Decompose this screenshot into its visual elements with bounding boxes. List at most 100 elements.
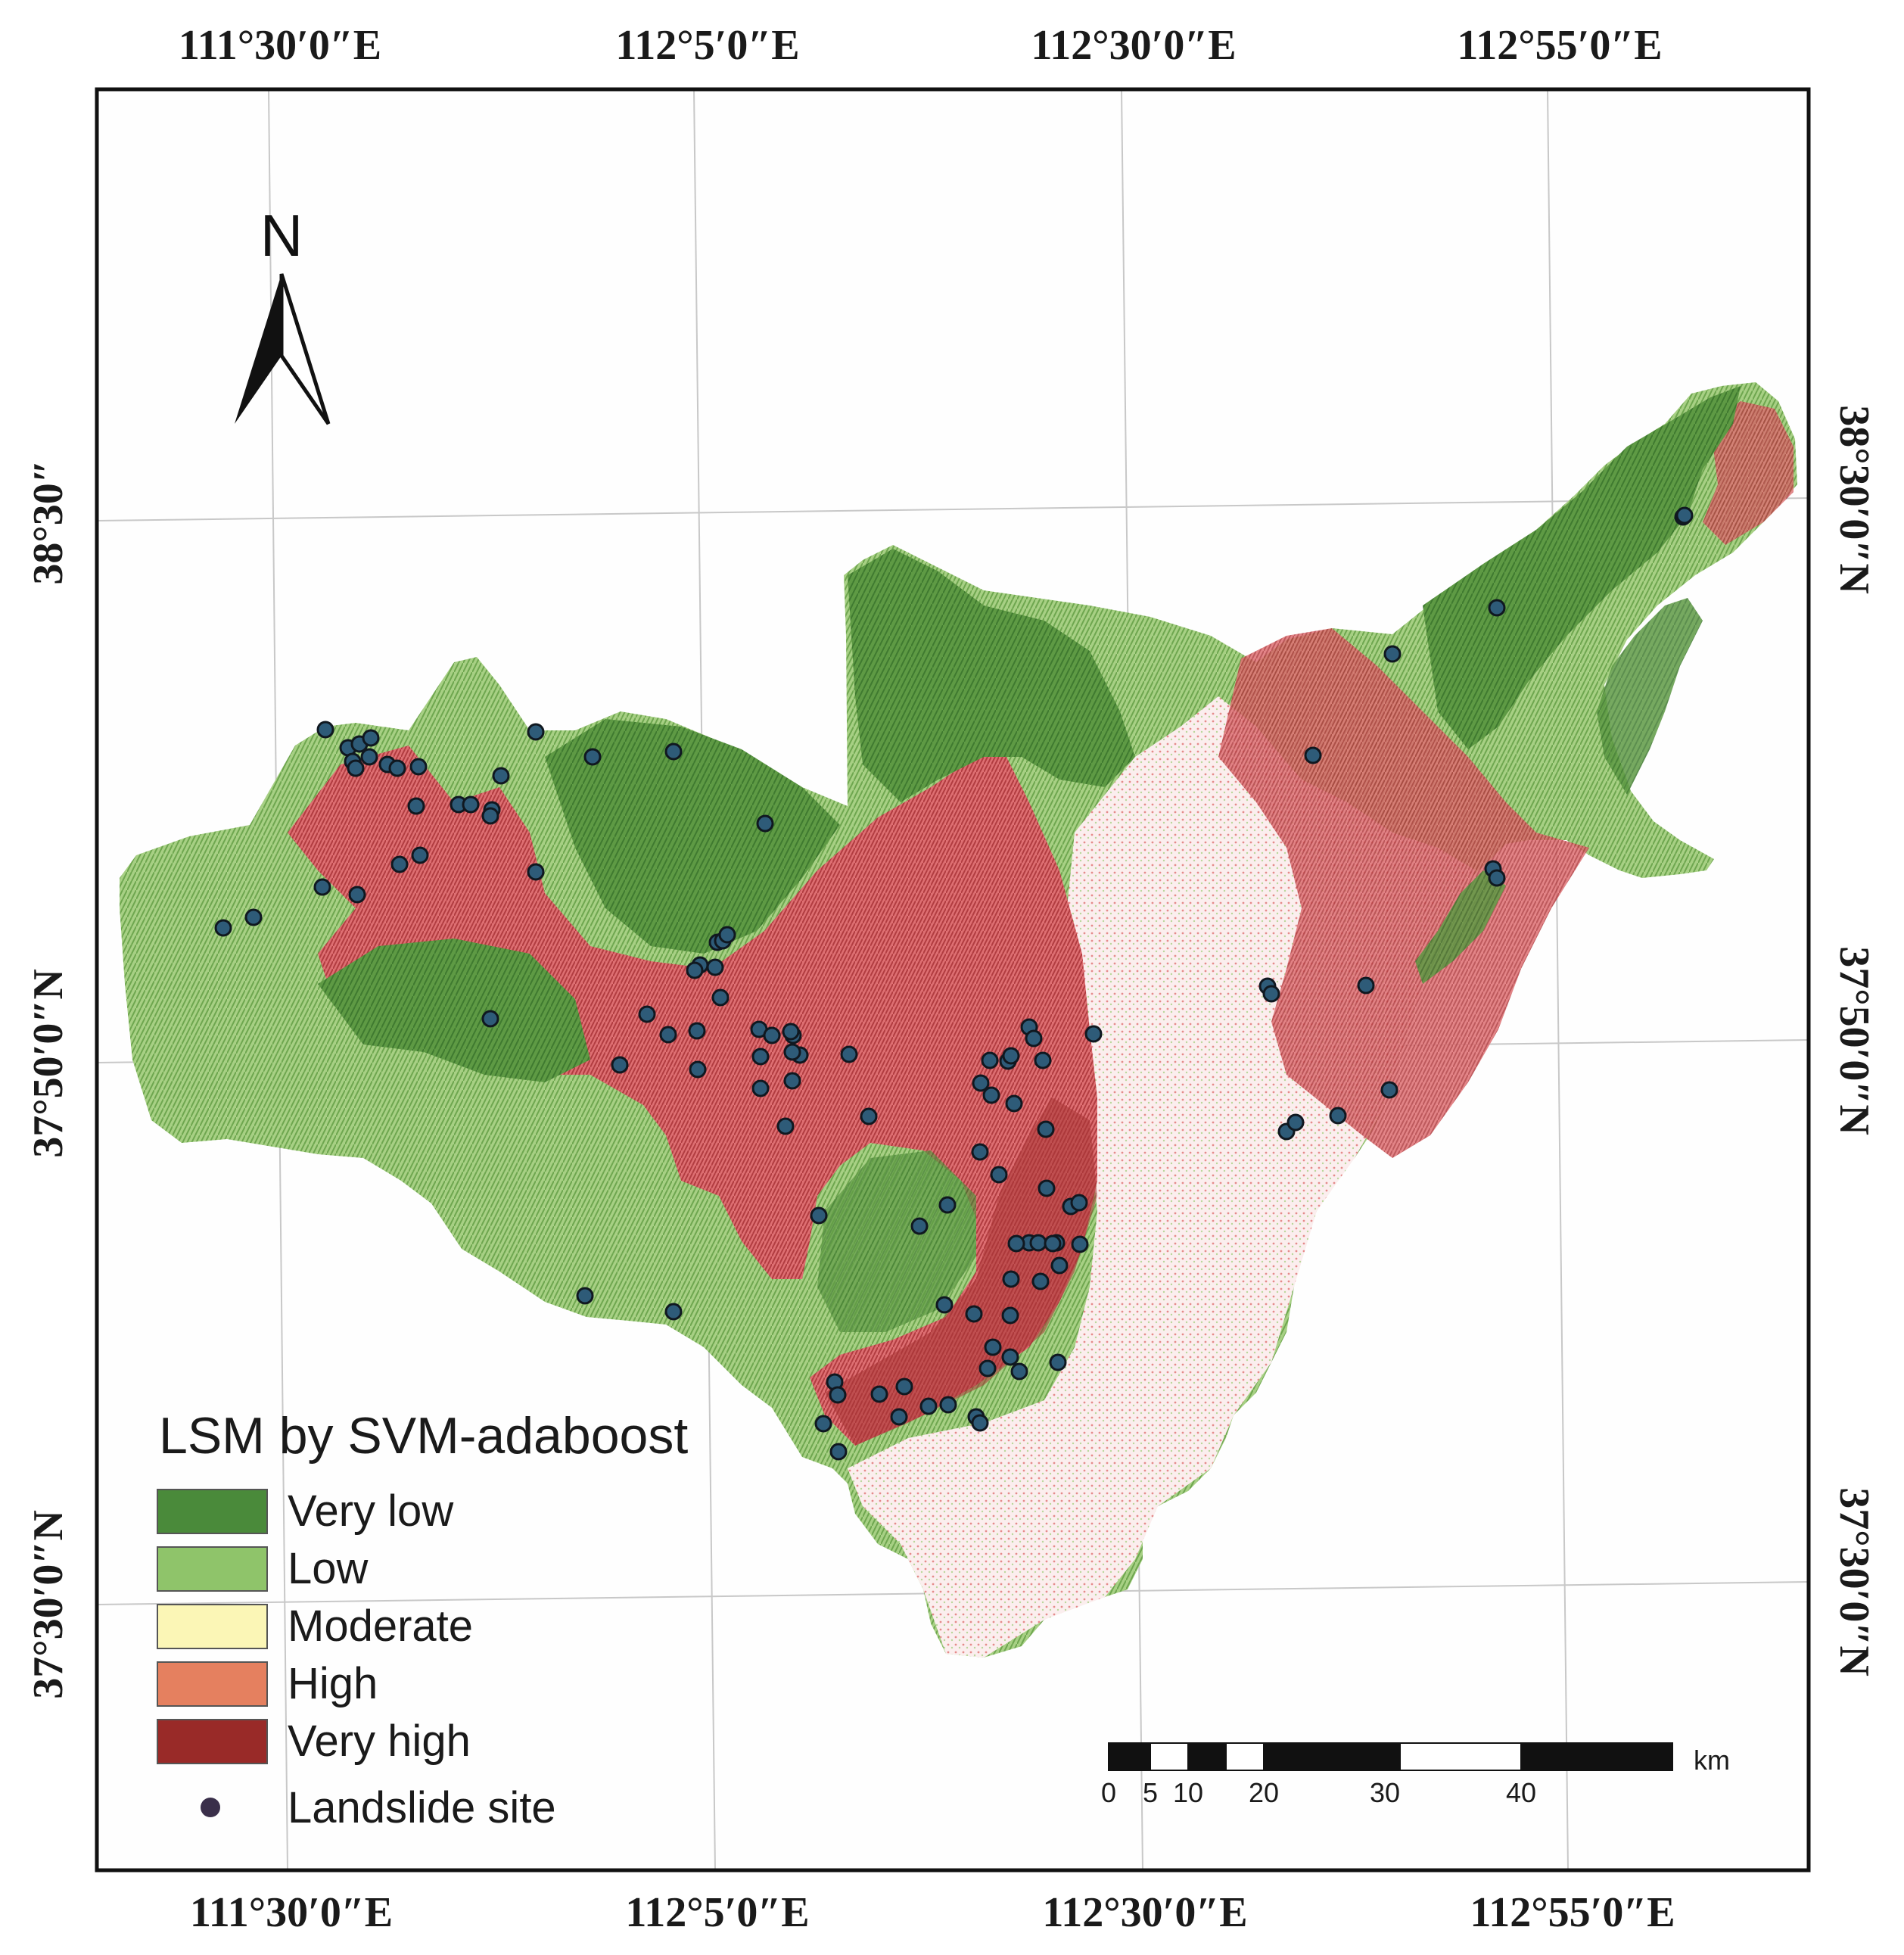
landslide-site-marker [1025, 1029, 1043, 1048]
landslide-site-marker [481, 1010, 499, 1028]
landslide-site-marker [706, 958, 724, 976]
scale-segment [1187, 1742, 1227, 1771]
top-lon-labels: 111°30′0″E 112°5′0″E 112°30′0″E 112°55′0… [179, 22, 1663, 69]
legend-label-high: High [288, 1659, 378, 1708]
scale-bar: km 0 5 10 20 30 40 [1101, 1742, 1730, 1808]
landslide-site-marker [965, 1305, 983, 1323]
scale-segment [1263, 1742, 1401, 1771]
verylow-east-lower [1415, 870, 1506, 984]
landslide-site-marker [1007, 1234, 1025, 1253]
right-lat-labels: 38°30′0″N 37°50′0″N 37°30′0″N [1831, 405, 1878, 1676]
landslide-site-marker [1357, 976, 1375, 995]
landslide-site-marker [664, 742, 683, 761]
landslide-site-marker [1262, 985, 1280, 1003]
landslide-site-marker [1286, 1113, 1305, 1132]
landslide-site-marker [316, 721, 334, 739]
landslide-site-marker [938, 1196, 957, 1214]
landslide-site-marker [982, 1086, 1000, 1104]
landslide-site-marker [783, 1043, 801, 1061]
landslide-site-marker [347, 759, 365, 777]
landslide-site-marker [1034, 1051, 1052, 1069]
legend-label-low: Low [288, 1544, 369, 1593]
landslide-site-marker [1002, 1047, 1020, 1065]
landslide-site-marker [360, 748, 378, 766]
landslide-site-marker [1380, 1081, 1398, 1099]
landslide-site-marker [1488, 869, 1506, 887]
landslide-site-marker [388, 759, 406, 777]
landslide-site-marker [814, 1415, 832, 1433]
landslide-site-marker [1304, 746, 1322, 764]
left-lat-labels: 38°30″ 37°50′0″N 37°30′0″N [25, 459, 72, 1698]
landslide-site-marker [409, 758, 428, 776]
high-zone-northeast [1703, 401, 1794, 545]
landslide-site-marker [1044, 1234, 1062, 1253]
landslide-site-marker [411, 846, 429, 864]
landslide-site-marker [492, 767, 510, 785]
landslide-site-marker [978, 1359, 997, 1378]
landslide-site-marker [860, 1107, 878, 1125]
landslide-site-marker [1050, 1256, 1069, 1275]
landslide-site-marker [971, 1414, 989, 1432]
high-zone-central [288, 746, 1097, 1446]
landslide-site-marker [829, 1386, 847, 1404]
landslide-site-marker [763, 1026, 781, 1044]
landslide-site-marker [214, 919, 232, 937]
legend: LSM by SVM-adaboost Very low Low Moderate H… [157, 1407, 688, 1832]
high-zone-south [825, 1097, 1097, 1446]
scale-segment [1399, 1742, 1522, 1771]
landslide-site-marker [576, 1287, 594, 1305]
landslide-site-marker [1001, 1348, 1019, 1366]
scale-tick-label: 30 [1370, 1777, 1400, 1808]
landslide-site-marker [1084, 1025, 1103, 1043]
top-lon-label: 111°30′0″E [179, 22, 381, 69]
left-lat-label: 37°30′0″N [25, 1510, 72, 1699]
landslide-site-marker [1675, 506, 1694, 525]
bottom-lon-label: 112°55′0″E [1470, 1889, 1675, 1936]
bottom-lon-label: 111°30′0″E [190, 1889, 393, 1936]
landslide-site-marker [870, 1385, 888, 1403]
landslide-site-marker [611, 1056, 629, 1074]
north-arrow-icon [235, 274, 282, 424]
landslide-site-marker [984, 1338, 1002, 1356]
landslide-site-marker [527, 863, 545, 881]
landslide-site-marker [1329, 1107, 1347, 1125]
landslide-sites [214, 506, 1694, 1461]
landslide-site-marker [810, 1206, 828, 1225]
scale-tick-label: 40 [1506, 1777, 1536, 1808]
graticule-line [1547, 89, 1569, 1870]
landslide-site-marker [711, 988, 730, 1007]
right-lat-label: 37°50′0″N [1831, 946, 1878, 1135]
landslide-site-marker [664, 1303, 683, 1321]
landslide-site-marker [659, 1026, 677, 1044]
landslide-site-marker [919, 1397, 938, 1415]
landslide-site-marker [407, 797, 425, 815]
legend-site-label: Landslide site [288, 1783, 556, 1832]
scale-segment [1150, 1742, 1189, 1771]
map-frame-border [95, 87, 1811, 1873]
landslide-site-marker [1002, 1270, 1020, 1288]
scale-tick-label: 0 [1101, 1777, 1116, 1808]
landslide-site-marker [313, 878, 331, 896]
landslide-site-marker [688, 1022, 706, 1040]
left-lat-label: 38°30″ [25, 459, 72, 584]
landslide-site-marker [689, 1060, 707, 1079]
verylow-northeast [1423, 386, 1741, 749]
landslide-site-marker [1010, 1362, 1028, 1381]
scale-segment [1108, 1742, 1151, 1771]
landslide-site-marker [390, 855, 409, 873]
landslide-site-marker [1038, 1179, 1056, 1197]
landslide-site-marker [895, 1378, 913, 1396]
landslide-site-marker [990, 1166, 1008, 1184]
legend-site-marker [201, 1798, 220, 1817]
landslide-site-marker [244, 908, 263, 926]
landslide-site-marker [718, 926, 736, 944]
landslide-site-marker [935, 1296, 954, 1314]
scale-segment [1520, 1742, 1673, 1771]
scale-unit: km [1694, 1745, 1730, 1776]
landslide-site-marker [1070, 1194, 1088, 1212]
scale-tick-label: 5 [1143, 1777, 1158, 1808]
verylow-north [848, 549, 1135, 802]
legend-label-moderate: Moderate [288, 1602, 473, 1651]
landslide-site-marker [1049, 1353, 1067, 1371]
